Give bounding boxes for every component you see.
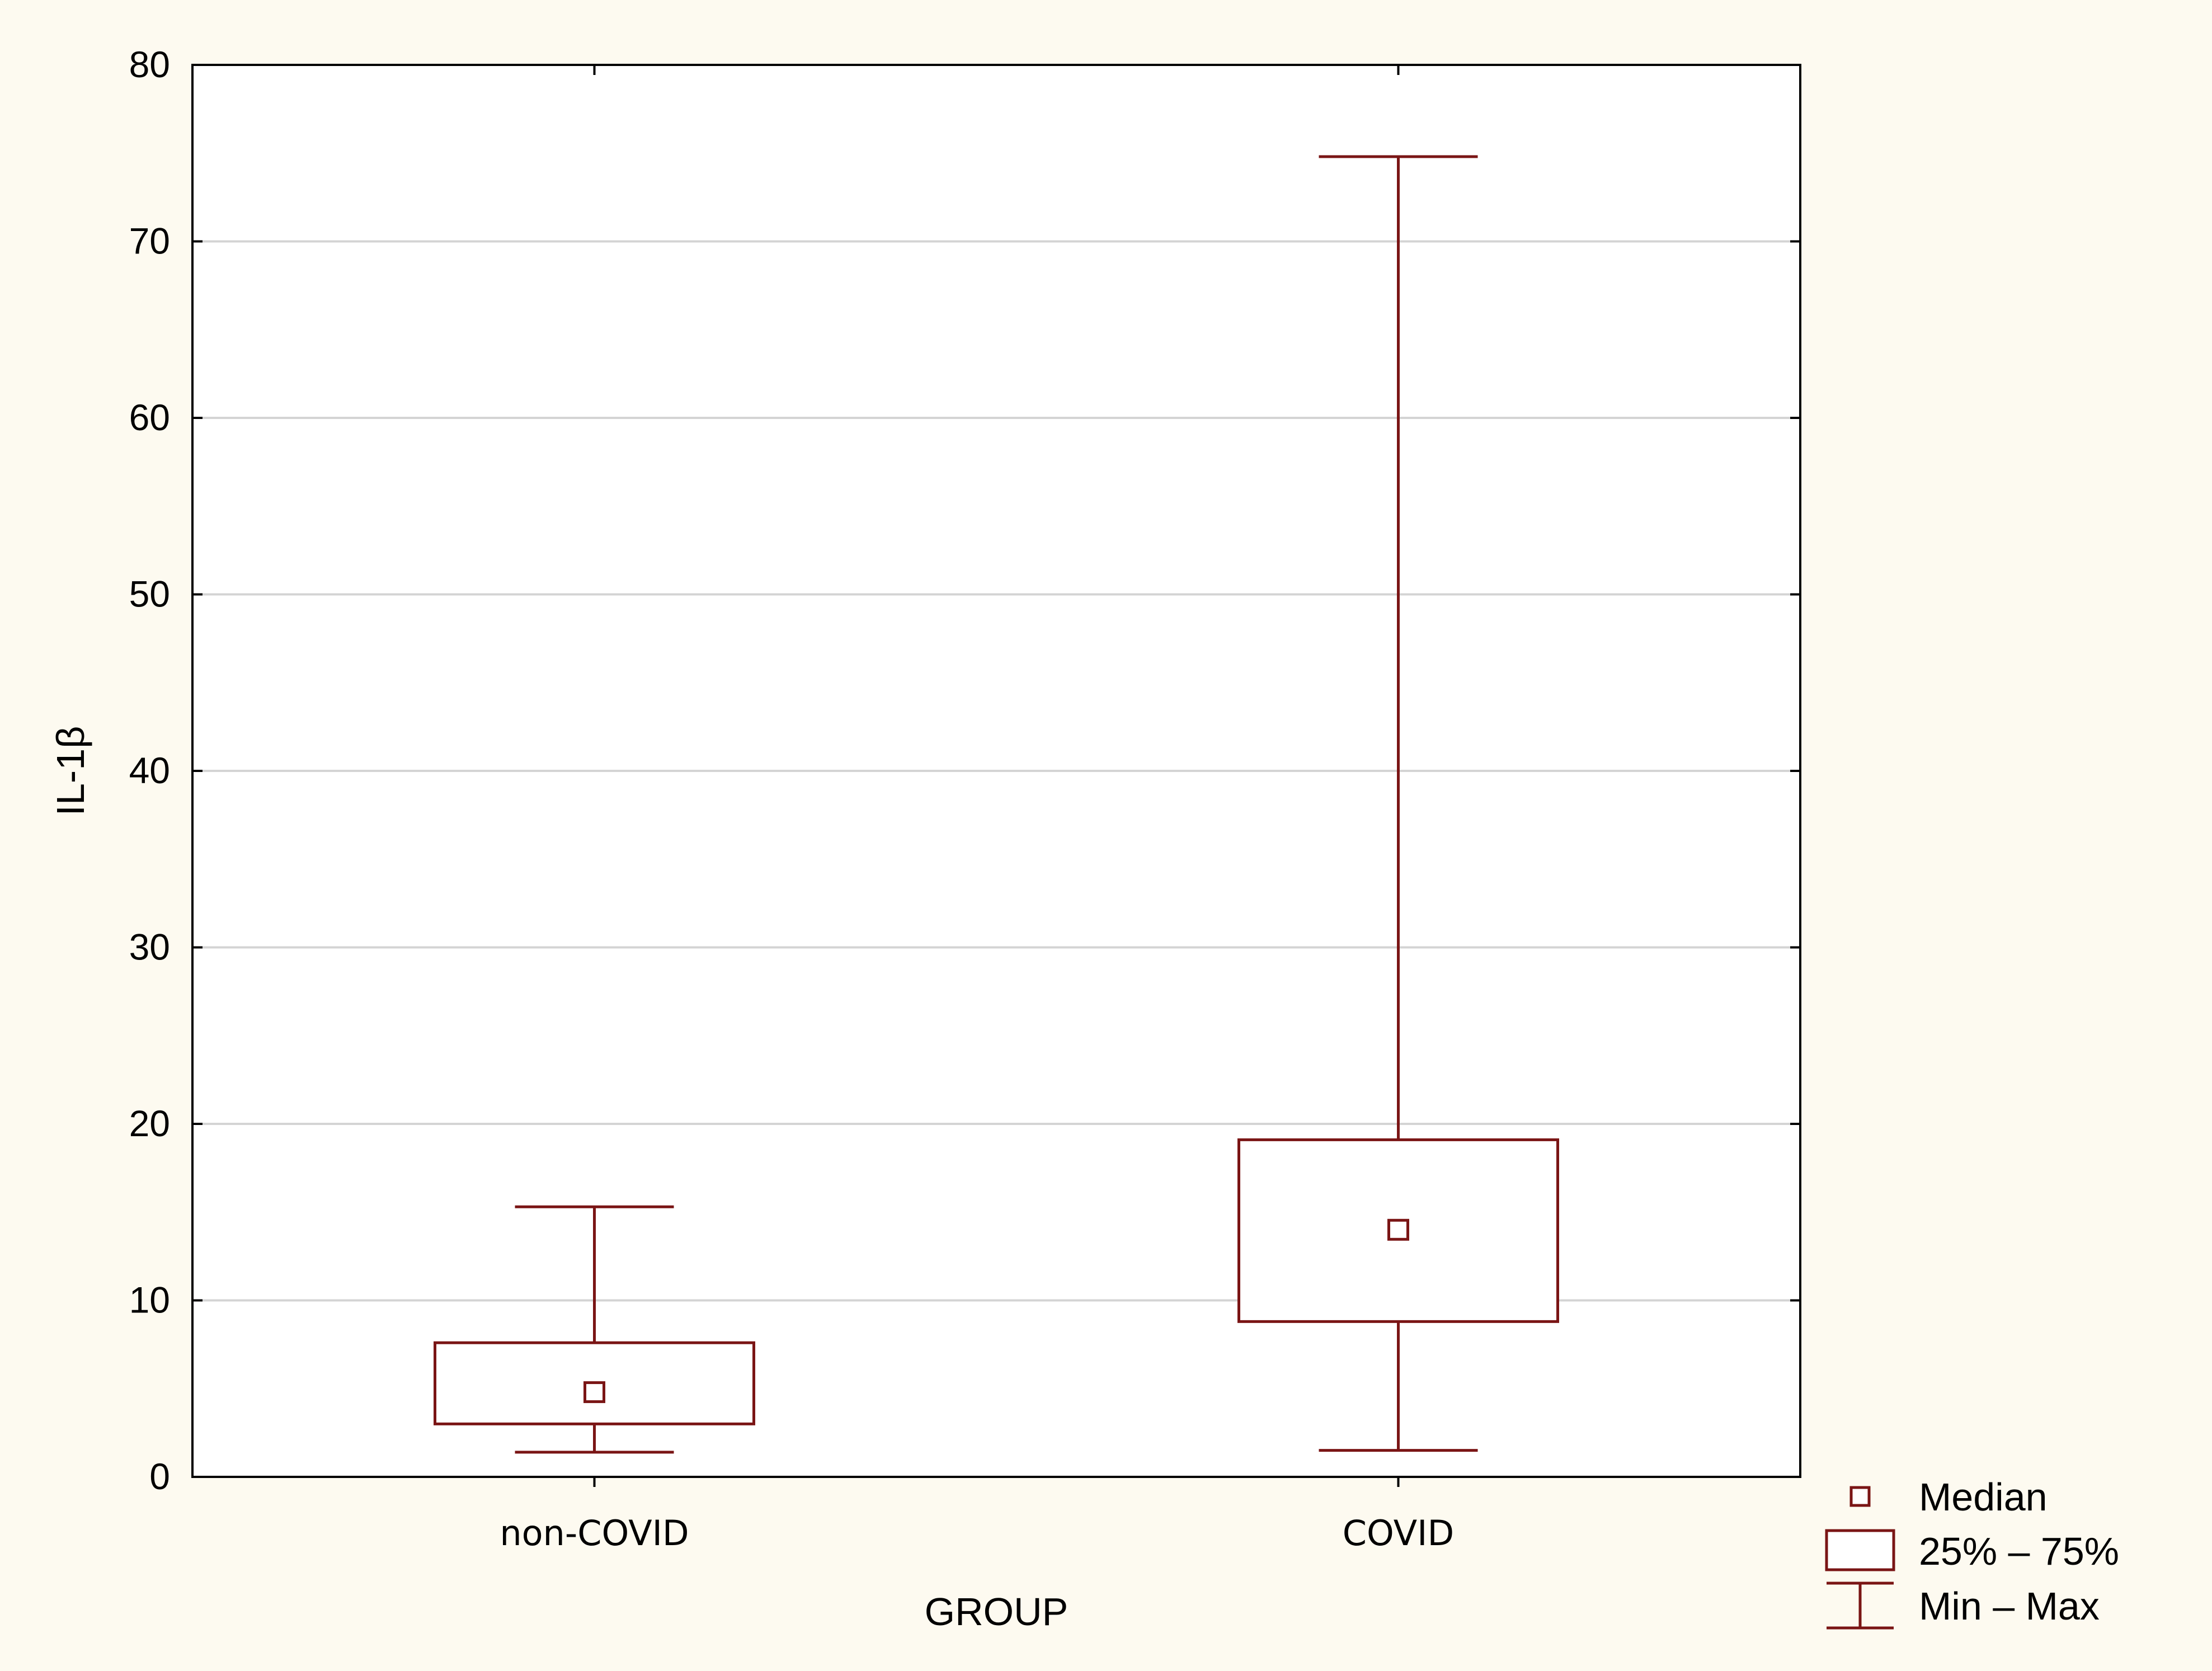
legend: Median 25% – 75% Min – Max — [1825, 1475, 2119, 1630]
legend-label: 25% – 75% — [1919, 1529, 2119, 1573]
x-axis-title: GROUP — [925, 1590, 1069, 1634]
median-marker — [583, 1381, 605, 1404]
legend-median-icon — [1849, 1486, 1871, 1507]
y-tick-labels: 0 10 20 30 40 50 60 70 80 — [129, 44, 170, 1497]
y-tick-label: 10 — [129, 1279, 170, 1321]
axis-ticks — [192, 64, 1800, 1487]
legend-box-icon — [1825, 1529, 1895, 1571]
boxes — [434, 155, 1559, 1454]
y-tick-label: 0 — [149, 1456, 170, 1497]
y-tick-label: 80 — [129, 44, 170, 85]
y-tick-label: 30 — [129, 926, 170, 968]
y-tick-label: 70 — [129, 220, 170, 262]
y-tick-label: 20 — [129, 1103, 170, 1144]
y-axis-title: IL-1β — [49, 726, 92, 816]
x-category-label: COVID — [1343, 1513, 1454, 1554]
legend-label: Median — [1919, 1475, 2048, 1519]
y-tick-label: 60 — [129, 397, 170, 438]
y-tick-label: 40 — [129, 750, 170, 791]
box-covid — [1237, 155, 1559, 1452]
x-category-label: non-COVID — [500, 1513, 689, 1554]
legend-label: Min – Max — [1919, 1584, 2100, 1628]
grid-lines — [192, 240, 1800, 1302]
y-tick-label: 50 — [129, 573, 170, 615]
box-non-covid — [434, 1205, 755, 1454]
x-category-labels: non-COVID COVID — [500, 1513, 1454, 1554]
median-marker — [1387, 1218, 1409, 1241]
